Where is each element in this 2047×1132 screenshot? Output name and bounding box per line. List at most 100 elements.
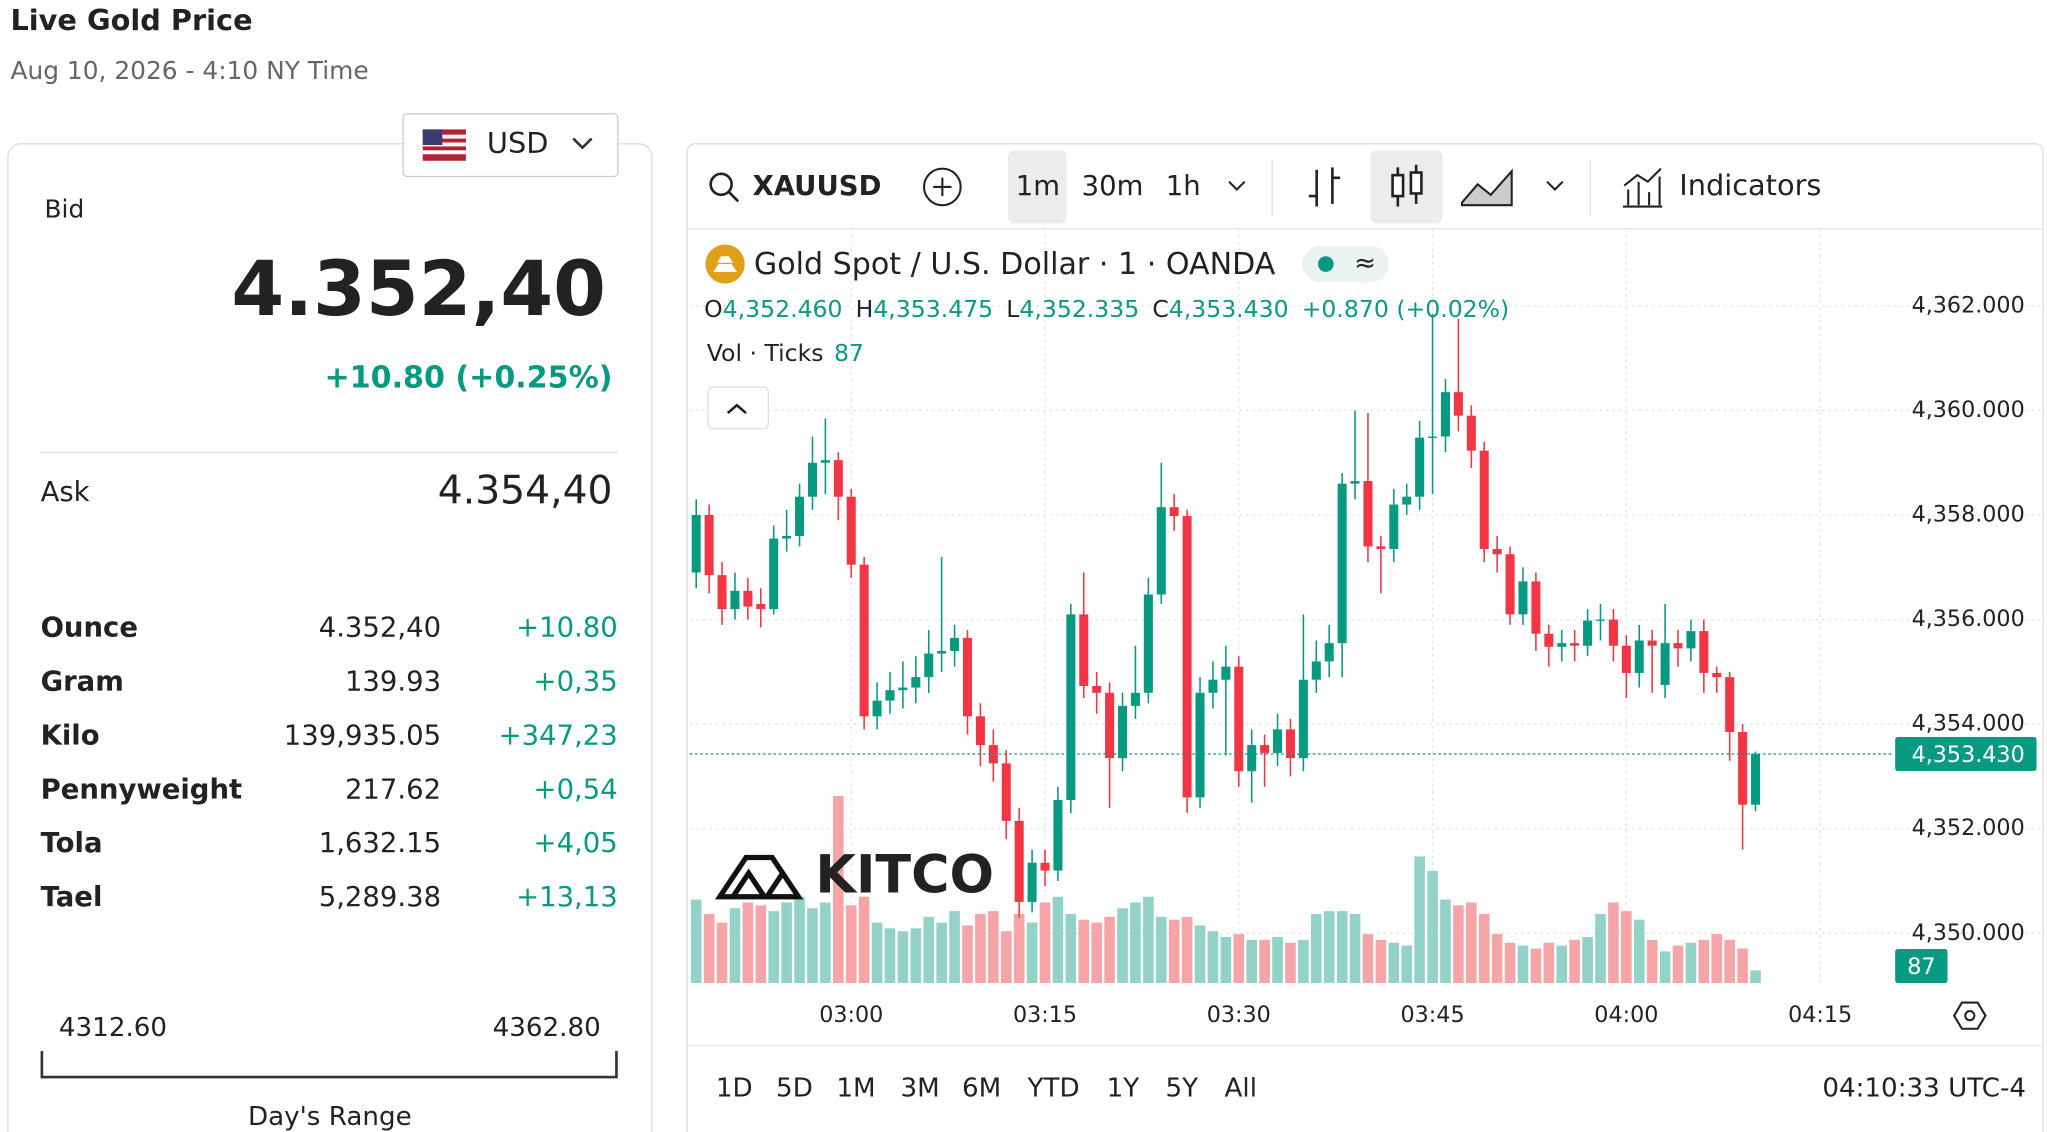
- search-icon: [728, 191, 740, 203]
- candle-body: [1608, 619, 1618, 646]
- volume-bar: [897, 931, 909, 983]
- range-button[interactable]: 5Y: [1166, 1073, 1200, 1103]
- volume-bar: [962, 925, 973, 983]
- volume-bar: [1595, 913, 1606, 983]
- interval[interactable]: 1h: [1166, 171, 1201, 202]
- settings-icon[interactable]: [1952, 1001, 1987, 1030]
- candle-body: [1712, 672, 1722, 678]
- chevron: [572, 137, 593, 150]
- chevron[interactable]: [1228, 180, 1246, 192]
- x-tick-label: 03:45: [1401, 1002, 1465, 1028]
- interval[interactable]: 30m: [1082, 171, 1144, 202]
- candle-icon[interactable]: [1391, 173, 1405, 198]
- bars-icon[interactable]: [1308, 167, 1341, 207]
- candle-body: [1686, 631, 1696, 649]
- candle-body: [1673, 643, 1683, 649]
- volume-bar: [807, 908, 818, 983]
- candle-body: [1595, 619, 1606, 621]
- toolbar: XAUUSD 1m 30m 1h Indicators: [709, 150, 1821, 224]
- y-tick-label: 4,358.000: [1912, 502, 2025, 528]
- candle-body: [1363, 481, 1373, 547]
- volume-bar: [1362, 934, 1374, 983]
- area-icon[interactable]: [1460, 168, 1513, 207]
- search-icon[interactable]: [709, 172, 733, 197]
- candle-body: [1273, 729, 1283, 753]
- range-button[interactable]: 5D: [776, 1073, 813, 1103]
- candle-body: [1466, 415, 1476, 451]
- volume-bar: [1272, 936, 1283, 983]
- interval[interactable]: 1m: [1016, 171, 1060, 202]
- candle-body: [1350, 481, 1360, 484]
- volume-bar: [858, 896, 870, 983]
- candle-body: [1440, 392, 1451, 437]
- last-price-label: 4,353.430: [1912, 742, 2025, 768]
- volume-bar: [1724, 939, 1735, 983]
- volume-bar: [729, 908, 741, 983]
- symbol-icon: [705, 244, 745, 284]
- volume-bar: [871, 922, 883, 983]
- volume-bar: [1078, 919, 1090, 983]
- volume-bar: [1646, 939, 1658, 983]
- ohlc-key: C: [1152, 294, 1168, 322]
- volume-bar: [768, 911, 780, 983]
- candle-body: [1156, 507, 1166, 595]
- indicators[interactable]: Indicators: [1679, 168, 1821, 202]
- range-button[interactable]: 3M: [900, 1073, 939, 1103]
- volume-title: Vol · Ticks: [707, 339, 824, 367]
- candle-body: [1402, 496, 1412, 505]
- collapse-icon: [726, 403, 747, 415]
- volume-bar: [1672, 945, 1684, 983]
- range-bar-buttons: 1D 5D 1M 3M 6M YTD 1Y 5Y All: [716, 1073, 1257, 1103]
- volume-bar: [1155, 916, 1167, 983]
- range-button[interactable]: YTD: [1027, 1073, 1080, 1103]
- range-label: Day's Range: [248, 1102, 412, 1132]
- bid-label: Bid: [45, 194, 85, 223]
- range-button[interactable]: 1M: [836, 1073, 875, 1103]
- volume-value: 87: [834, 339, 864, 367]
- volume-bar: [1091, 922, 1102, 983]
- candle-body: [1143, 594, 1153, 693]
- symbol-icon: [713, 256, 737, 272]
- unit-name: Tola: [41, 828, 103, 859]
- x-tick-label: 03:15: [1013, 1002, 1077, 1028]
- y-tick-label: 4,350.000: [1912, 920, 2025, 946]
- range-button[interactable]: 1Y: [1107, 1073, 1141, 1103]
- volume-bar: [1543, 942, 1555, 983]
- volume-bar: [1414, 856, 1425, 983]
- volume-bar: [1633, 919, 1645, 983]
- range-low: 4312.60: [59, 1013, 167, 1043]
- candle-body: [872, 700, 882, 717]
- currency-select[interactable]: USD: [402, 113, 619, 178]
- candle-body: [1725, 677, 1735, 733]
- symbol[interactable]: XAUUSD: [753, 171, 882, 202]
- indicators-icon[interactable]: [1622, 167, 1663, 208]
- clock: 04:10:33 UTC-4: [1822, 1073, 2026, 1103]
- ohlc-key: H: [856, 294, 874, 322]
- plot: 4,350.000 4,352.000 4,354.000 4,356.000 4,35…: [689, 228, 2042, 1028]
- candle-body: [1738, 732, 1748, 805]
- range-button[interactable]: 1D: [716, 1073, 753, 1103]
- unit-change: +347,23: [499, 720, 618, 751]
- page-title: Live Gold Price: [10, 3, 252, 37]
- settings-dot: [1964, 1010, 1976, 1022]
- unit-name: Ounce: [41, 613, 138, 644]
- volume-bar: [1427, 870, 1438, 983]
- candle-body: [1751, 753, 1761, 805]
- candle-body: [1027, 862, 1037, 902]
- chart-title: Gold Spot / U.S. Dollar · 1 · OANDA: [754, 247, 1276, 282]
- volume-bar: [1466, 902, 1477, 983]
- unit-table: Ounce 4.352,40 +10.80 Gram 139.93 +0,35 Kilo 13…: [41, 613, 618, 913]
- candle-body: [1557, 643, 1567, 647]
- volume-bar: [703, 913, 715, 983]
- candle-body: [962, 637, 973, 717]
- volume-bar: [833, 796, 844, 983]
- settings-hex[interactable]: [1952, 1001, 1987, 1030]
- candle-body: [885, 690, 895, 701]
- chevron[interactable]: [1546, 180, 1564, 192]
- currency-label[interactable]: USD: [487, 126, 549, 160]
- add-symbol[interactable]: [922, 167, 962, 207]
- volume-bar: [1220, 936, 1232, 983]
- ohlc-value: 4,352.460: [723, 294, 843, 322]
- range-button[interactable]: All: [1225, 1073, 1257, 1103]
- range-button[interactable]: 6M: [962, 1073, 1001, 1103]
